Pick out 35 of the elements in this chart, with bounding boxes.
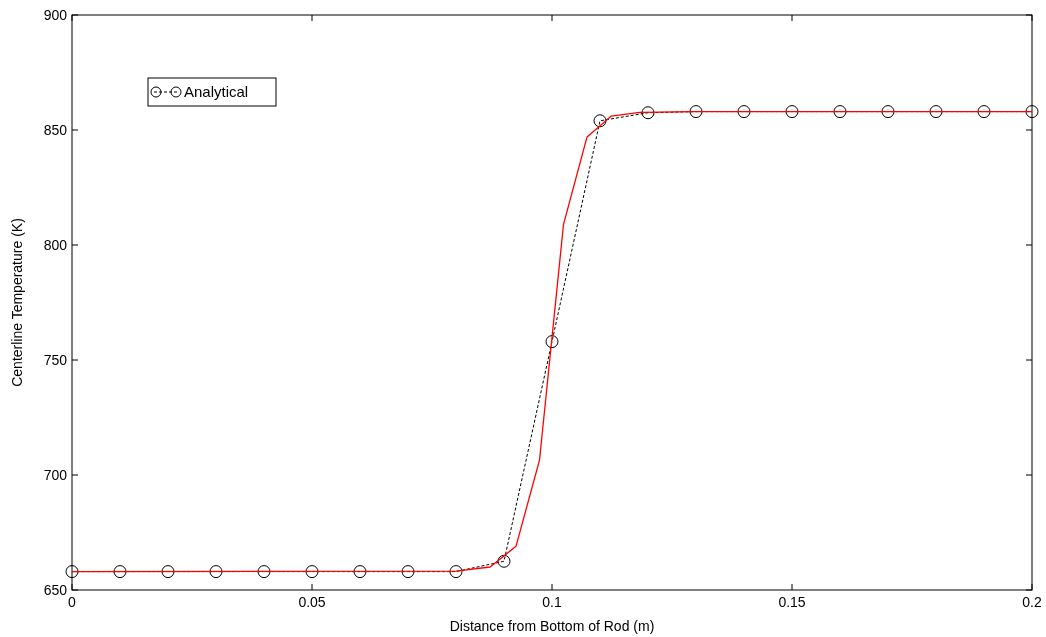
point: [449, 565, 463, 579]
legend-label: Analytical: [184, 83, 249, 100]
point: [545, 335, 559, 349]
point: [401, 565, 415, 579]
point: [785, 105, 799, 119]
point: [497, 554, 511, 568]
x-axis-title: Distance from Bottom of Rod (m): [449, 618, 655, 634]
point: [209, 565, 223, 579]
point: [689, 105, 703, 119]
point: [161, 565, 175, 579]
point: [593, 114, 607, 128]
x-tick-label: 0.2: [1022, 594, 1042, 610]
point: [257, 565, 271, 579]
point: [305, 565, 319, 579]
y-tick-label: 850: [43, 122, 68, 138]
y-axis-title: Centerline Temperature (K): [9, 218, 25, 387]
point: [881, 105, 895, 119]
x-tick-label: 0.1: [542, 594, 562, 610]
y-tick-label: 900: [43, 7, 68, 23]
point: [113, 565, 127, 579]
y-tick-label: 650: [43, 582, 68, 598]
point: [353, 565, 367, 579]
point: [737, 105, 751, 119]
point: [1025, 105, 1039, 119]
point: [641, 106, 655, 120]
point: [977, 105, 991, 119]
y-tick-label: 750: [43, 352, 68, 368]
y-tick-label: 800: [43, 237, 68, 253]
point: [929, 105, 943, 119]
x-tick-label: 0.15: [778, 594, 806, 610]
x-tick-label: 0: [68, 594, 77, 610]
point: [833, 105, 847, 119]
point: [65, 565, 79, 579]
x-tick-label: 0.05: [298, 594, 326, 610]
y-tick-label: 700: [43, 467, 68, 483]
